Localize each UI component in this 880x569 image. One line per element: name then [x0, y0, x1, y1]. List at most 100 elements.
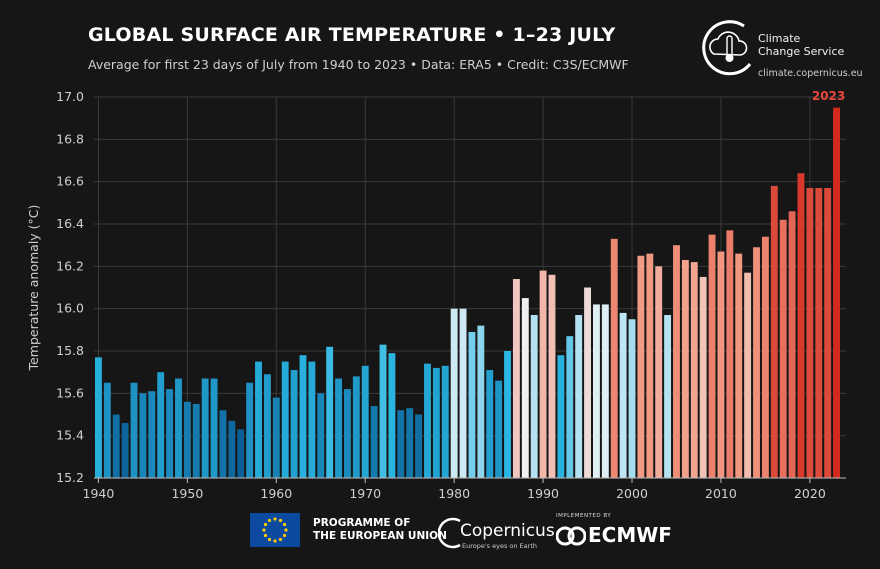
bar-1973 [388, 353, 396, 478]
bar-1944 [130, 382, 138, 478]
bar-1949 [175, 378, 182, 478]
bar-1987 [512, 279, 520, 478]
bar-1953 [210, 378, 218, 478]
eu-star [267, 537, 272, 542]
bar-1994 [575, 315, 583, 478]
bar-2009 [708, 234, 716, 478]
y-tick-label: 16.6 [56, 174, 84, 189]
y-axis-label: Temperature anomaly (°C) [26, 205, 41, 372]
bar-2013 [744, 272, 752, 478]
bar-1966 [326, 346, 334, 478]
bar-1948 [166, 389, 174, 478]
y-tick-label: 16.0 [56, 301, 84, 316]
chart-title: GLOBAL SURFACE AIR TEMPERATURE • 1–23 JU… [88, 24, 616, 46]
c3s-name: Climate Change Service [758, 32, 858, 58]
bar-2017 [779, 219, 787, 478]
bar-1969 [352, 376, 360, 478]
eu-star [278, 518, 283, 523]
y-tick-label: 15.2 [56, 470, 84, 485]
bar-2001 [637, 255, 645, 478]
bar-1971 [370, 406, 378, 478]
copernicus-logo[interactable]: Copernicus Europe's eyes on Earth [438, 511, 555, 551]
y-tick-label: 16.8 [56, 131, 84, 146]
c3s-url[interactable]: climate.copernicus.eu [758, 68, 863, 79]
bar-1950 [183, 401, 191, 478]
bar-1959 [263, 374, 271, 478]
bar-2010 [717, 251, 725, 478]
y-tick-label: 16.2 [56, 258, 84, 273]
ecmwf-implemented-label: IMPLEMENTED BY [556, 513, 612, 519]
eu-star [282, 533, 287, 538]
eu-star [263, 533, 268, 538]
x-tick-label: 2010 [705, 486, 737, 501]
eu-star [278, 537, 283, 542]
bar-1960 [272, 397, 280, 478]
bar-1991 [548, 274, 556, 478]
bar-2011 [726, 230, 734, 478]
x-tick-label: 1950 [171, 486, 203, 501]
ecmwf-logo[interactable]: IMPLEMENTED BY ECMWF [556, 513, 686, 549]
bar-1940 [95, 357, 102, 478]
bar-1996 [593, 304, 600, 478]
eu-line2: THE EUROPEAN UNION [313, 530, 447, 542]
bar-2007 [690, 262, 698, 478]
bar-1952 [201, 378, 209, 478]
footer: PROGRAMME OF THE EUROPEAN UNION Copernic… [0, 505, 880, 569]
bar-1976 [415, 414, 423, 478]
copernicus-icon [438, 517, 461, 549]
bar-2004 [664, 315, 672, 478]
bar-2020 [806, 188, 814, 478]
eu-star [263, 522, 268, 527]
highlight-year-label: 2023 [812, 89, 845, 103]
bar-1965 [317, 393, 325, 478]
bar-1951 [192, 403, 200, 478]
bar-1964 [308, 361, 316, 478]
x-tick-label: 1990 [527, 486, 559, 501]
eu-flag-icon [250, 513, 300, 547]
bar-1998 [610, 238, 618, 478]
x-tick-label: 1970 [349, 486, 381, 501]
bar-1957 [246, 382, 254, 478]
bar-1946 [148, 391, 156, 478]
bar-1954 [219, 410, 227, 478]
c3s-logo[interactable]: Climate Change Service climate.copernicu… [700, 18, 870, 88]
bar-1993 [566, 336, 574, 478]
eu-star [267, 518, 272, 523]
bar-1943 [121, 422, 129, 478]
bar-2016 [770, 185, 778, 478]
bar-1974 [397, 410, 405, 478]
bar-1979 [441, 365, 449, 478]
bar-1977 [424, 363, 431, 478]
bar-1941 [103, 382, 111, 478]
copernicus-tagline: Europe's eyes on Earth [462, 542, 537, 550]
bar-2015 [761, 236, 769, 478]
c3s-name-line2: Change Service [758, 45, 845, 58]
eu-star [273, 517, 277, 521]
x-tick-label: 1960 [260, 486, 292, 501]
temperature-bar-chart: 15.2 15.4 15.6 15.8 16.0 16.2 16.4 16.6 16.8 17.0… [26, 89, 846, 501]
y-tick-label: 16.4 [56, 216, 84, 231]
x-tick-label: 2020 [794, 486, 826, 501]
eu-line1: PROGRAMME OF [313, 517, 411, 529]
bar-1962 [290, 370, 298, 478]
bar-2023 [833, 107, 840, 478]
eu-star [273, 539, 277, 543]
bar-1999 [619, 312, 627, 478]
bar-1972 [379, 344, 387, 478]
bar-1980 [450, 308, 458, 478]
ecmwf-name: ECMWF [588, 523, 672, 547]
bar-1955 [228, 420, 236, 478]
bar-1997 [601, 304, 609, 478]
bar-1978 [432, 367, 440, 478]
y-tick-label: 15.6 [56, 385, 84, 400]
bar-2019 [797, 173, 805, 478]
bar-1983 [477, 325, 485, 478]
x-tick-label: 1980 [438, 486, 470, 501]
y-tick-label: 17.0 [56, 89, 84, 104]
bar-2021 [815, 188, 823, 478]
eu-programme-label: PROGRAMME OF THE EUROPEAN UNION [313, 517, 447, 543]
c3s-icon [702, 20, 752, 76]
bar-1985 [495, 380, 503, 478]
bar-1956 [237, 429, 245, 478]
bar-2022 [824, 188, 832, 478]
